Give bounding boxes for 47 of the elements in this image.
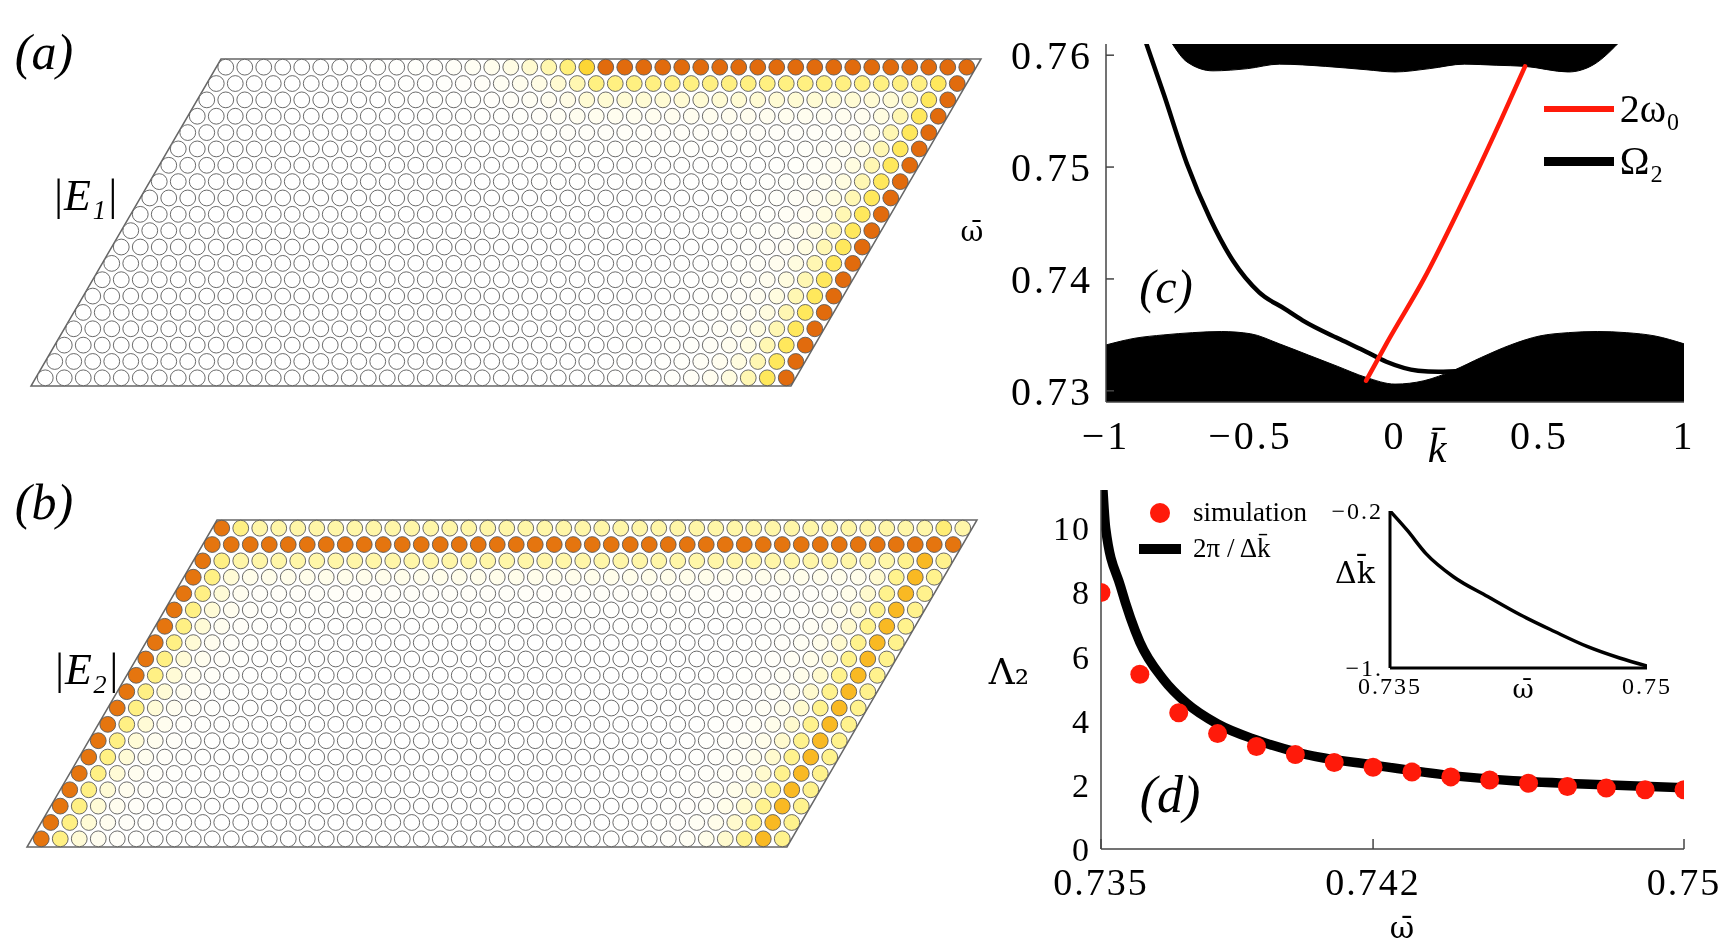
x-tick-label: −0.5: [1208, 413, 1293, 458]
y-tick-label: 4: [1072, 702, 1091, 740]
y-tick-label: 0.76: [1011, 33, 1093, 79]
annotation: (d): [1139, 766, 1201, 823]
x-tick-label: −1: [1081, 413, 1131, 458]
text: (a): [14, 24, 74, 80]
point: [1363, 757, 1383, 777]
point: [1130, 664, 1150, 684]
point: [1246, 736, 1266, 756]
x-tick-label: 0.75: [1646, 860, 1722, 903]
y-tick-label: 0.75: [1011, 145, 1093, 191]
annotation: (c): [1139, 260, 1193, 313]
point: [1169, 703, 1189, 723]
point: [1635, 780, 1655, 800]
x-axis-title: k̄: [1427, 423, 1447, 473]
point: [1285, 744, 1305, 764]
x-axis-title: ω̄: [1512, 674, 1534, 705]
legend-label: 2π / Δk̄: [1193, 532, 1271, 564]
y-tick-label: 10: [1053, 510, 1091, 548]
y-axis-title: ω̄: [960, 214, 984, 249]
y-tick-label: 6: [1072, 638, 1091, 676]
point: [1519, 773, 1539, 793]
text: |E₂|: [52, 645, 120, 694]
x-tick-label: 0.742: [1325, 860, 1421, 903]
legend-label: 2ω₀: [1619, 86, 1680, 131]
x-tick-label: 1: [1672, 413, 1696, 458]
point: [1324, 752, 1344, 772]
y-tick-label: −0.2: [1331, 498, 1383, 525]
x-tick-label: 0.5: [1510, 413, 1569, 458]
point: [1557, 777, 1577, 796]
y-axis-title: Λ₂: [988, 651, 1030, 693]
legend-label: simulation: [1193, 497, 1307, 528]
text: (b): [14, 474, 74, 530]
y-tick-label: 8: [1072, 574, 1091, 612]
y-axis-title: Δk̄: [1335, 554, 1375, 591]
point: [1441, 767, 1461, 787]
y-tick-label: 0.74: [1011, 256, 1093, 302]
text: |E₁|: [51, 171, 119, 220]
point: [1480, 770, 1500, 790]
line-series: [1363, 64, 1528, 383]
point: [1402, 762, 1422, 782]
y-tick-label: 2: [1072, 766, 1091, 804]
point: [1208, 724, 1228, 744]
x-axis-title: ω̄: [1389, 909, 1415, 946]
legend-label: Ω₂: [1619, 138, 1664, 183]
point: [1596, 778, 1616, 798]
y-tick-label: 0.73: [1011, 368, 1093, 414]
